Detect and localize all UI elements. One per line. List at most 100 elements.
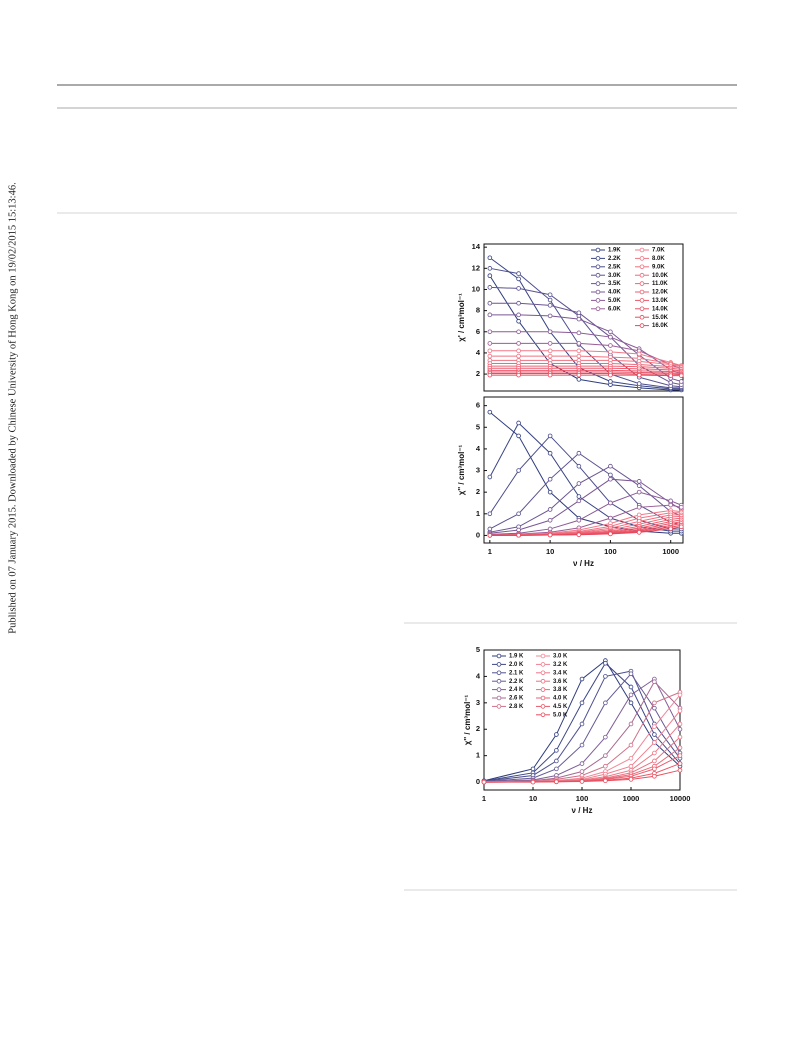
y-tick-label: 6 — [476, 401, 480, 410]
data-point — [516, 318, 521, 324]
data-point — [652, 705, 657, 711]
legend-marker — [595, 264, 601, 270]
legend-marker — [540, 653, 546, 659]
series-line — [489, 411, 682, 534]
data-point — [628, 684, 634, 690]
series-line — [483, 659, 681, 782]
data-point — [516, 341, 521, 346]
y-tick-label: 4 — [476, 671, 481, 680]
legend-marker — [540, 712, 546, 718]
series-line — [483, 680, 681, 783]
legend-label: 2.6 K — [509, 696, 524, 702]
data-point — [547, 372, 553, 378]
y-tick-label: 3 — [476, 466, 480, 475]
y-tick-label: 1 — [476, 751, 480, 760]
data-point — [603, 700, 608, 706]
data-point — [576, 348, 582, 354]
data-point — [576, 310, 582, 316]
x-tick-label: 10 — [529, 794, 537, 803]
data-point — [554, 732, 559, 737]
data-point — [608, 531, 613, 537]
data-point — [516, 532, 521, 538]
legend-marker — [496, 687, 502, 692]
y-tick-label: 0 — [476, 530, 480, 539]
data-point — [677, 721, 683, 727]
y-axis-label: χ' / cm³mol⁻¹ — [457, 293, 466, 342]
data-point — [679, 379, 684, 384]
data-point — [579, 761, 585, 766]
data-point — [652, 724, 657, 729]
data-point — [579, 742, 585, 748]
legend-label: 3.5K — [608, 281, 621, 287]
data-point — [516, 300, 521, 306]
data-point — [487, 329, 493, 335]
x-tick-label: 1000 — [662, 547, 679, 556]
data-point — [487, 409, 493, 415]
data-point — [652, 773, 657, 779]
series-line — [489, 286, 682, 388]
legend-label: 6.0K — [608, 306, 621, 312]
legend-label: 3.0K — [608, 273, 621, 279]
series-line — [489, 452, 682, 530]
data-point — [487, 266, 493, 271]
x-tick-label: 1000 — [623, 794, 640, 803]
data-point — [677, 753, 683, 758]
y-tick-label: 1 — [476, 509, 480, 518]
series-line — [489, 363, 682, 369]
legend-label: 3.2 K — [553, 662, 568, 668]
data-point — [547, 476, 553, 482]
data-point — [487, 273, 493, 279]
data-point — [547, 313, 553, 319]
x-tick-label: 10000 — [670, 794, 691, 803]
series-line — [484, 769, 681, 783]
legend-marker — [639, 314, 645, 320]
data-point — [652, 679, 657, 684]
data-point — [576, 498, 582, 504]
data-point — [547, 353, 553, 359]
data-point — [603, 763, 608, 769]
data-point — [652, 700, 657, 706]
data-point — [628, 742, 634, 748]
data-point — [579, 721, 585, 727]
data-point — [487, 300, 493, 306]
legend-marker — [540, 704, 546, 709]
y-tick-label: 5 — [476, 422, 480, 431]
plot-frame — [483, 396, 684, 544]
data-point — [636, 483, 642, 488]
legend-marker — [639, 289, 645, 295]
series-line — [489, 367, 682, 372]
legend-label: 1.9K — [608, 248, 621, 254]
data-point — [516, 372, 521, 378]
y-tick-label: 5 — [476, 645, 480, 654]
data-point — [481, 779, 487, 785]
legend-marker — [639, 256, 645, 261]
legend-marker — [540, 662, 546, 667]
data-point — [487, 353, 493, 359]
data-point — [516, 468, 521, 473]
data-point — [547, 303, 553, 308]
data-point — [547, 348, 553, 354]
series-line — [489, 267, 682, 389]
data-point — [579, 676, 585, 682]
data-point — [679, 373, 684, 378]
series-line — [489, 526, 682, 536]
legend-label: 2.4 K — [509, 687, 524, 693]
series-line — [489, 350, 682, 367]
legend-label: 2.5K — [608, 264, 621, 270]
data-point — [628, 721, 634, 727]
data-point — [677, 745, 683, 751]
legend-label: 14.0K — [652, 306, 669, 312]
series-line — [489, 504, 682, 536]
data-point — [554, 748, 559, 753]
data-point — [677, 726, 683, 732]
y-tick-label: 10 — [472, 284, 480, 293]
data-point — [576, 372, 582, 378]
data-point — [516, 348, 521, 354]
series-line — [489, 257, 682, 390]
series-line — [489, 355, 682, 367]
y-axis-label: χ'' / cm³mol⁻¹ — [457, 444, 466, 495]
data-point — [628, 777, 634, 782]
data-point — [487, 511, 493, 517]
